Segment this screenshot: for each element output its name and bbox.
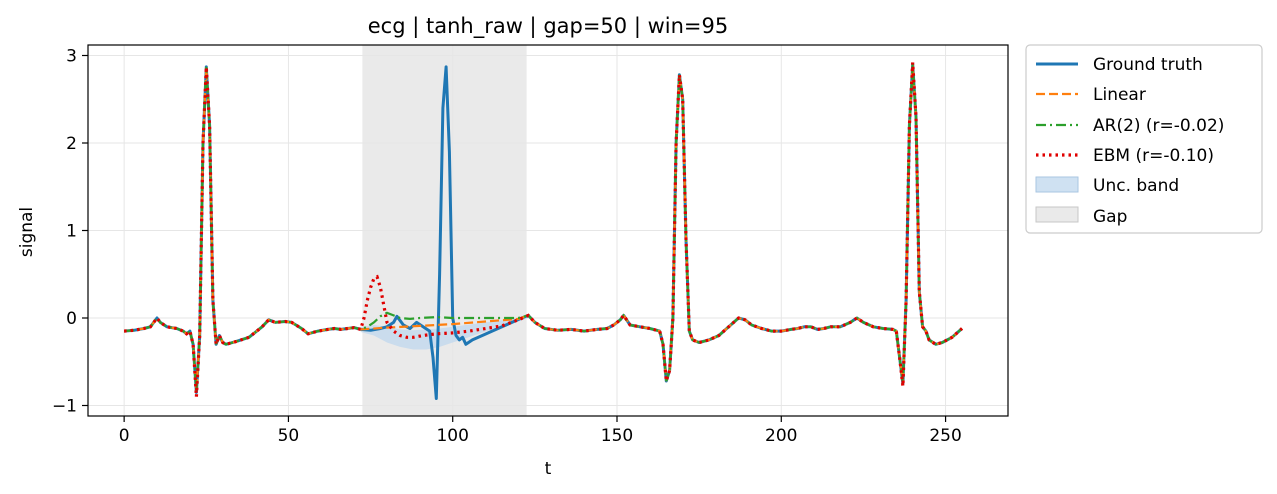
legend-swatch-gap [1035, 206, 1079, 223]
x-tick-label: 0 [119, 426, 130, 446]
legend: Ground truth Linear AR(2) (r=-0.02) EBM … [1025, 44, 1263, 234]
x-axis-label: t [545, 459, 552, 479]
x-tick-label: 250 [929, 426, 961, 446]
legend-label-ground-truth: Ground truth [1093, 55, 1203, 75]
chart-title: ecg | tanh_raw | gap=50 | win=95 [368, 14, 728, 39]
y-tick-label: 3 [66, 47, 77, 67]
y-tick-label: −1 [52, 397, 77, 417]
ground-truth-line [123, 62, 963, 400]
x-tick-label: 200 [765, 426, 797, 446]
x-tick-label: 50 [278, 426, 300, 446]
ebm-line [123, 62, 964, 397]
legend-label-ebm: EBM (r=-0.10) [1093, 146, 1214, 166]
x-axis-ticks: 0 50 100 150 200 250 [119, 416, 962, 446]
legend-label-linear: Linear [1093, 85, 1146, 105]
legend-label-ar2: AR(2) (r=-0.02) [1093, 116, 1224, 136]
y-tick-label: 1 [66, 222, 77, 242]
plot-area [87, 44, 1009, 417]
ar2-line [124, 64, 963, 393]
y-tick-label: 2 [66, 134, 77, 154]
y-tick-label: 0 [66, 309, 77, 329]
x-tick-label: 100 [436, 426, 468, 446]
legend-label-unc-band: Unc. band [1093, 176, 1179, 196]
y-axis-ticks: −1 0 1 2 3 [52, 47, 88, 417]
y-axis-label: signal [17, 207, 37, 257]
legend-frame [1025, 44, 1263, 234]
legend-swatch-unc-band [1035, 176, 1079, 193]
grid [88, 45, 1008, 416]
legend-label-gap: Gap [1093, 207, 1127, 227]
x-tick-label: 150 [601, 426, 633, 446]
linear-line [124, 64, 963, 393]
